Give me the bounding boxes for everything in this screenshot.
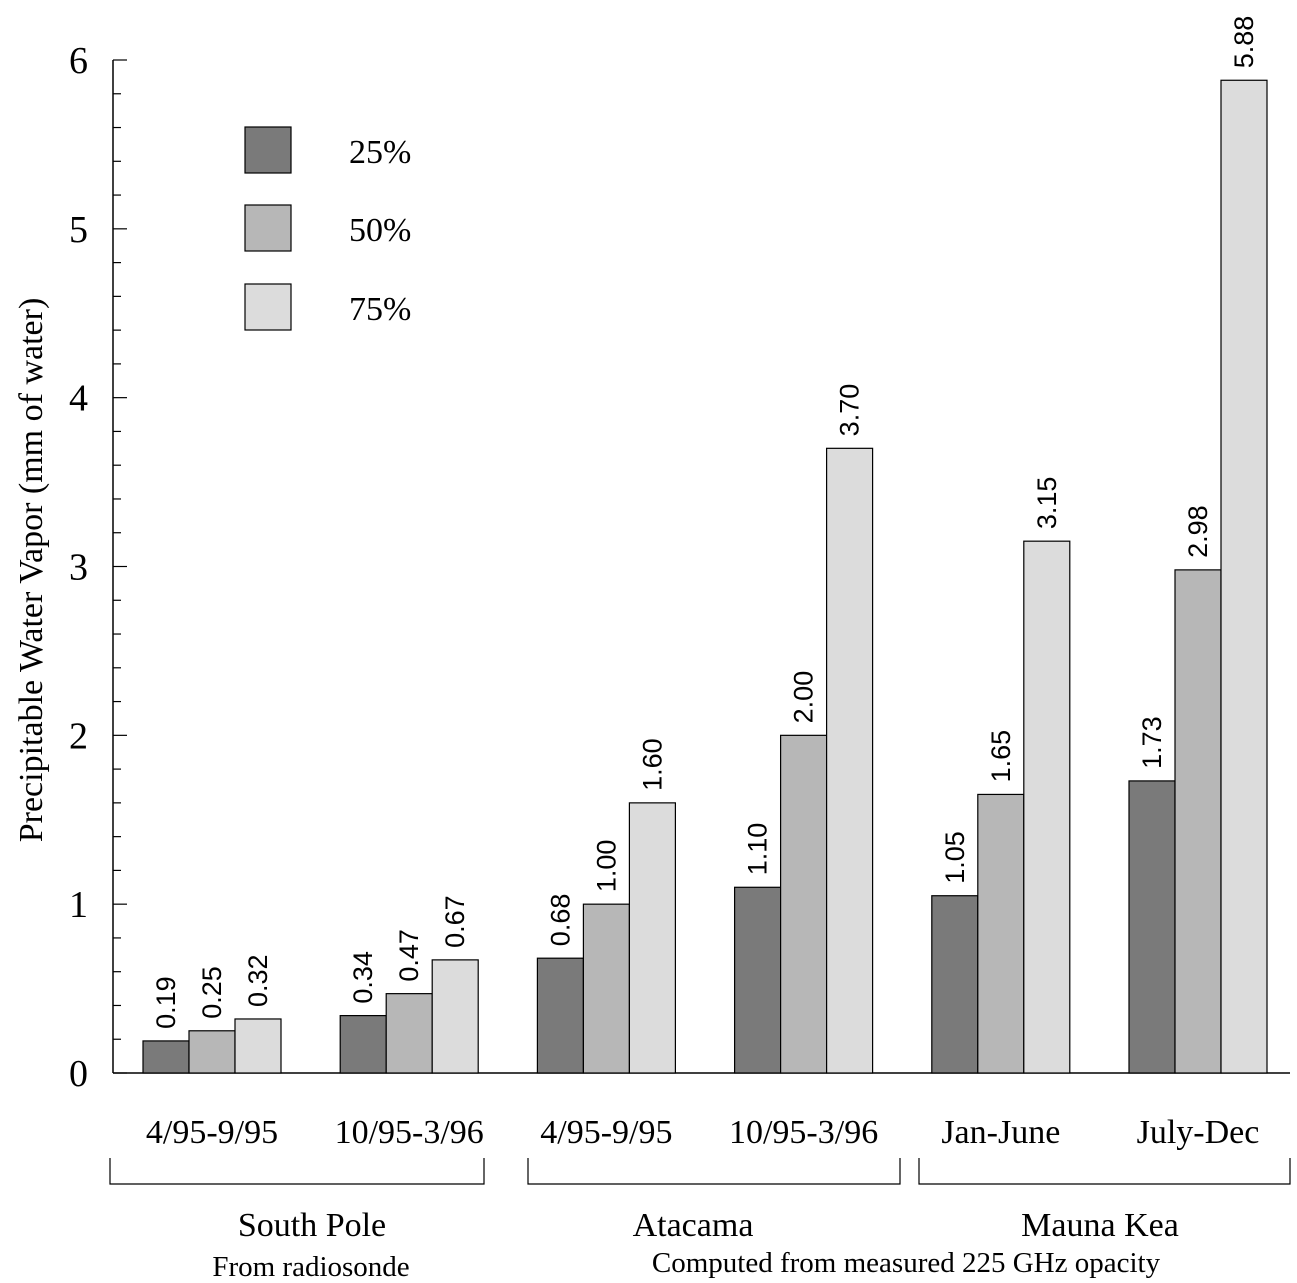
value-label: 0.34: [348, 951, 378, 1004]
bar: [825, 447, 874, 1074]
bar: [628, 802, 677, 1074]
legend-label: 25%: [349, 134, 411, 171]
bar: [1174, 569, 1222, 1074]
value-label: 1.10: [743, 823, 773, 876]
group-label: Atacama: [633, 1207, 754, 1244]
x-tick-label: 10/95-3/96: [335, 1114, 484, 1151]
value-label: 1.73: [1137, 716, 1167, 769]
bar: [339, 1014, 387, 1074]
legend-swatch: [244, 283, 292, 331]
x-tick-label: 4/95-9/95: [540, 1114, 672, 1151]
value-label: 0.68: [545, 894, 575, 947]
value-label: 0.19: [151, 976, 181, 1029]
value-label: 0.67: [440, 895, 470, 948]
y-tick-label: 4: [69, 378, 88, 420]
value-label: 1.60: [637, 738, 667, 791]
bar: [431, 959, 479, 1074]
legend-swatch: [244, 126, 292, 174]
value-label: 0.25: [197, 966, 227, 1019]
legend-label: 75%: [349, 291, 411, 328]
value-label: 0.47: [394, 929, 424, 982]
y-tick-label: 3: [69, 547, 88, 589]
bar: [1220, 79, 1268, 1074]
bar: [779, 734, 828, 1074]
bar: [234, 1018, 282, 1074]
bar: [931, 895, 979, 1074]
bar: [536, 957, 585, 1074]
bars: [142, 79, 1268, 1074]
value-label: 1.05: [940, 831, 970, 884]
value-label: 2.98: [1183, 505, 1213, 558]
group-label: Mauna Kea: [1021, 1207, 1179, 1244]
bar: [582, 903, 631, 1074]
group-brackets: South Pole From radiosonde Atacama Mauna Ke…: [109, 1158, 1291, 1283]
x-tick-label: 10/95-3/96: [729, 1114, 878, 1151]
bar: [1023, 540, 1071, 1074]
value-label: 5.88: [1229, 16, 1259, 69]
value-label: 1.65: [986, 730, 1016, 783]
y-tick-label: 0: [69, 1053, 88, 1095]
x-tick-label: 4/95-9/95: [146, 1114, 278, 1151]
value-label: 0.32: [243, 954, 273, 1007]
legend: 25% 50% 75%: [244, 126, 411, 331]
y-tick-label: 2: [69, 715, 88, 757]
y-axis-label: Precipitable Water Vapor (mm of water): [13, 298, 50, 843]
group-bracket: [109, 1158, 485, 1185]
value-labels: 0.19 0.25 0.32 0.34 0.47 0.67 0.68 1.00 1.60 1.10…: [151, 16, 1259, 1029]
x-tick-label: July-Dec: [1137, 1114, 1260, 1151]
bar: [1128, 780, 1176, 1074]
group-label: South Pole: [238, 1207, 386, 1244]
group-bracket: [918, 1158, 1291, 1185]
bar: [977, 793, 1025, 1074]
x-tick-label: Jan-June: [941, 1114, 1060, 1151]
value-label: 2.00: [789, 671, 819, 724]
bar: [142, 1040, 190, 1074]
value-label: 3.15: [1032, 477, 1062, 530]
bar: [733, 886, 782, 1074]
bar: [188, 1030, 236, 1074]
group-subtitle: From radiosonde: [212, 1251, 409, 1283]
axes: 0 1 2 3 4 5 6 4/95-9/95 10/95-3/96 4/95-9/95 10/95…: [69, 40, 1290, 1151]
bar: [385, 993, 433, 1074]
y-tick-label: 5: [69, 209, 88, 251]
y-tick-label: 1: [69, 884, 88, 926]
footnote: Computed from measured 225 GHz opacity: [652, 1247, 1161, 1279]
y-tick-label: 6: [69, 40, 88, 82]
legend-swatch: [244, 204, 292, 252]
value-label: 3.70: [835, 384, 865, 437]
value-label: 1.00: [591, 840, 621, 893]
group-bracket: [527, 1158, 901, 1185]
legend-label: 50%: [349, 212, 411, 249]
